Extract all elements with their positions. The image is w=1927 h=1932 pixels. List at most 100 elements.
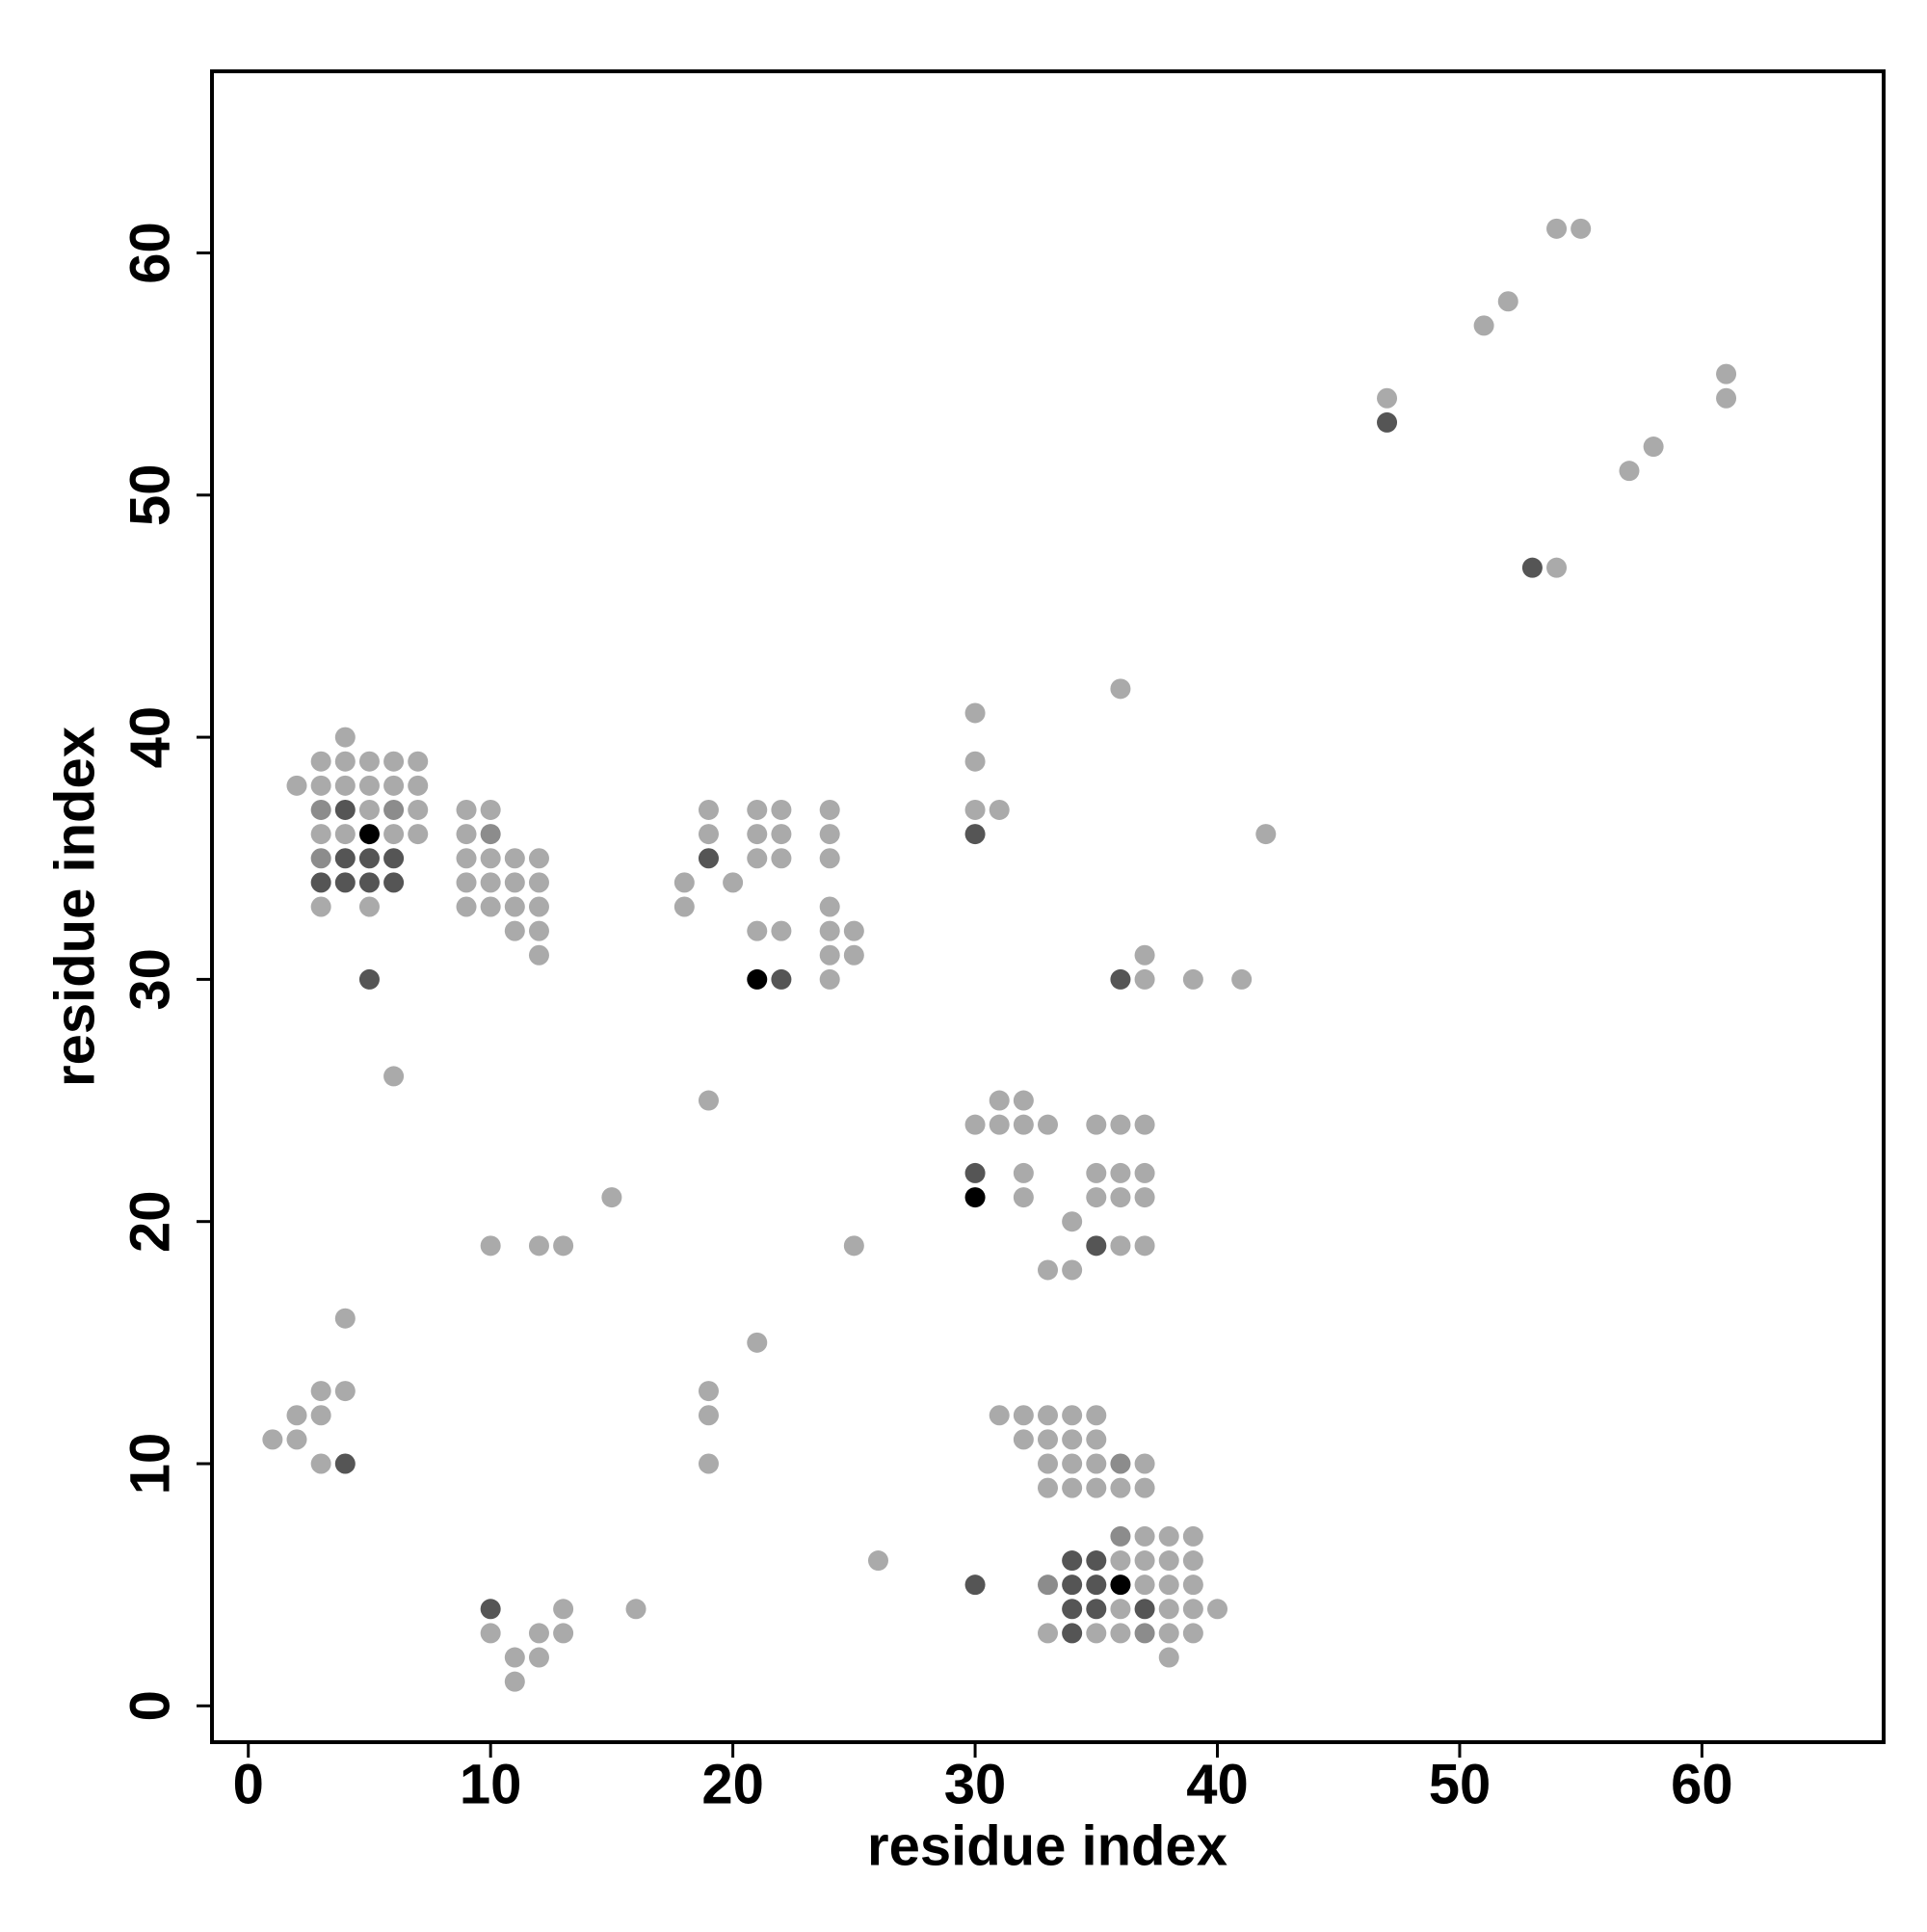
point	[1158, 1647, 1179, 1668]
point	[504, 1671, 525, 1692]
point	[480, 1599, 501, 1620]
point	[1643, 437, 1664, 458]
point	[456, 872, 477, 893]
point	[310, 824, 331, 845]
point	[698, 1090, 719, 1111]
point	[1546, 218, 1568, 239]
point	[843, 944, 864, 966]
point	[1062, 1405, 1083, 1426]
point	[1062, 1259, 1083, 1281]
point	[1110, 1623, 1131, 1644]
point	[480, 1623, 501, 1644]
point	[310, 872, 331, 893]
point	[1110, 1575, 1131, 1596]
point	[1134, 1623, 1155, 1644]
point	[383, 872, 405, 893]
x-tick-label: 30	[944, 1753, 1007, 1815]
point	[1038, 1259, 1058, 1281]
point	[553, 1623, 574, 1644]
point	[1134, 1575, 1155, 1596]
point	[843, 920, 864, 941]
point	[1134, 968, 1155, 990]
x-tick-label: 50	[1429, 1753, 1491, 1815]
point	[601, 1187, 622, 1208]
point	[408, 799, 429, 820]
point	[1110, 1187, 1131, 1208]
point	[286, 775, 307, 796]
y-tick-label: 10	[119, 1433, 181, 1495]
point	[989, 799, 1010, 820]
point	[1086, 1114, 1107, 1135]
point	[625, 1599, 647, 1620]
y-tick-label: 30	[119, 948, 181, 1011]
point	[1158, 1575, 1179, 1596]
point	[1038, 1623, 1058, 1644]
point	[1571, 218, 1592, 239]
point	[310, 775, 331, 796]
point	[480, 824, 501, 845]
point	[334, 751, 356, 772]
point	[334, 1381, 356, 1402]
point	[747, 824, 768, 845]
point	[456, 799, 477, 820]
point	[310, 751, 331, 772]
point	[1134, 944, 1155, 966]
point	[1182, 1599, 1203, 1620]
point	[1134, 1453, 1155, 1474]
point	[383, 799, 405, 820]
point	[528, 920, 549, 941]
point	[1062, 1477, 1083, 1498]
point	[334, 775, 356, 796]
point	[1182, 1525, 1203, 1547]
point	[456, 896, 477, 917]
point	[408, 775, 429, 796]
point	[504, 1647, 525, 1668]
point	[989, 1090, 1010, 1111]
point	[1038, 1114, 1058, 1135]
point	[1182, 1575, 1203, 1596]
point	[1182, 1550, 1203, 1572]
point	[698, 1453, 719, 1474]
point	[1038, 1405, 1058, 1426]
point	[334, 1453, 356, 1474]
point	[1619, 461, 1640, 482]
point	[1110, 1162, 1131, 1183]
point	[383, 824, 405, 845]
point	[1134, 1235, 1155, 1257]
point	[480, 799, 501, 820]
point	[528, 1235, 549, 1257]
point	[819, 824, 840, 845]
point	[1038, 1453, 1058, 1474]
point	[1038, 1477, 1058, 1498]
point	[964, 1575, 986, 1596]
point	[1134, 1187, 1155, 1208]
point	[383, 751, 405, 772]
point	[1182, 968, 1203, 990]
point	[747, 968, 768, 990]
point	[528, 1623, 549, 1644]
point	[310, 1381, 331, 1402]
point	[1158, 1550, 1179, 1572]
point	[964, 751, 986, 772]
point	[1134, 1525, 1155, 1547]
point	[771, 824, 792, 845]
point	[480, 848, 501, 869]
point	[1716, 363, 1737, 384]
point	[964, 1114, 986, 1135]
point	[1158, 1623, 1179, 1644]
point	[1110, 1114, 1131, 1135]
point	[1134, 1114, 1155, 1135]
point	[964, 799, 986, 820]
point	[504, 920, 525, 941]
point	[1255, 824, 1277, 845]
point	[310, 848, 331, 869]
y-tick-label: 50	[119, 464, 181, 527]
point	[553, 1599, 574, 1620]
point	[1062, 1575, 1083, 1596]
point	[673, 896, 695, 917]
point	[1013, 1405, 1034, 1426]
point	[383, 775, 405, 796]
point	[1086, 1405, 1107, 1426]
point	[771, 968, 792, 990]
